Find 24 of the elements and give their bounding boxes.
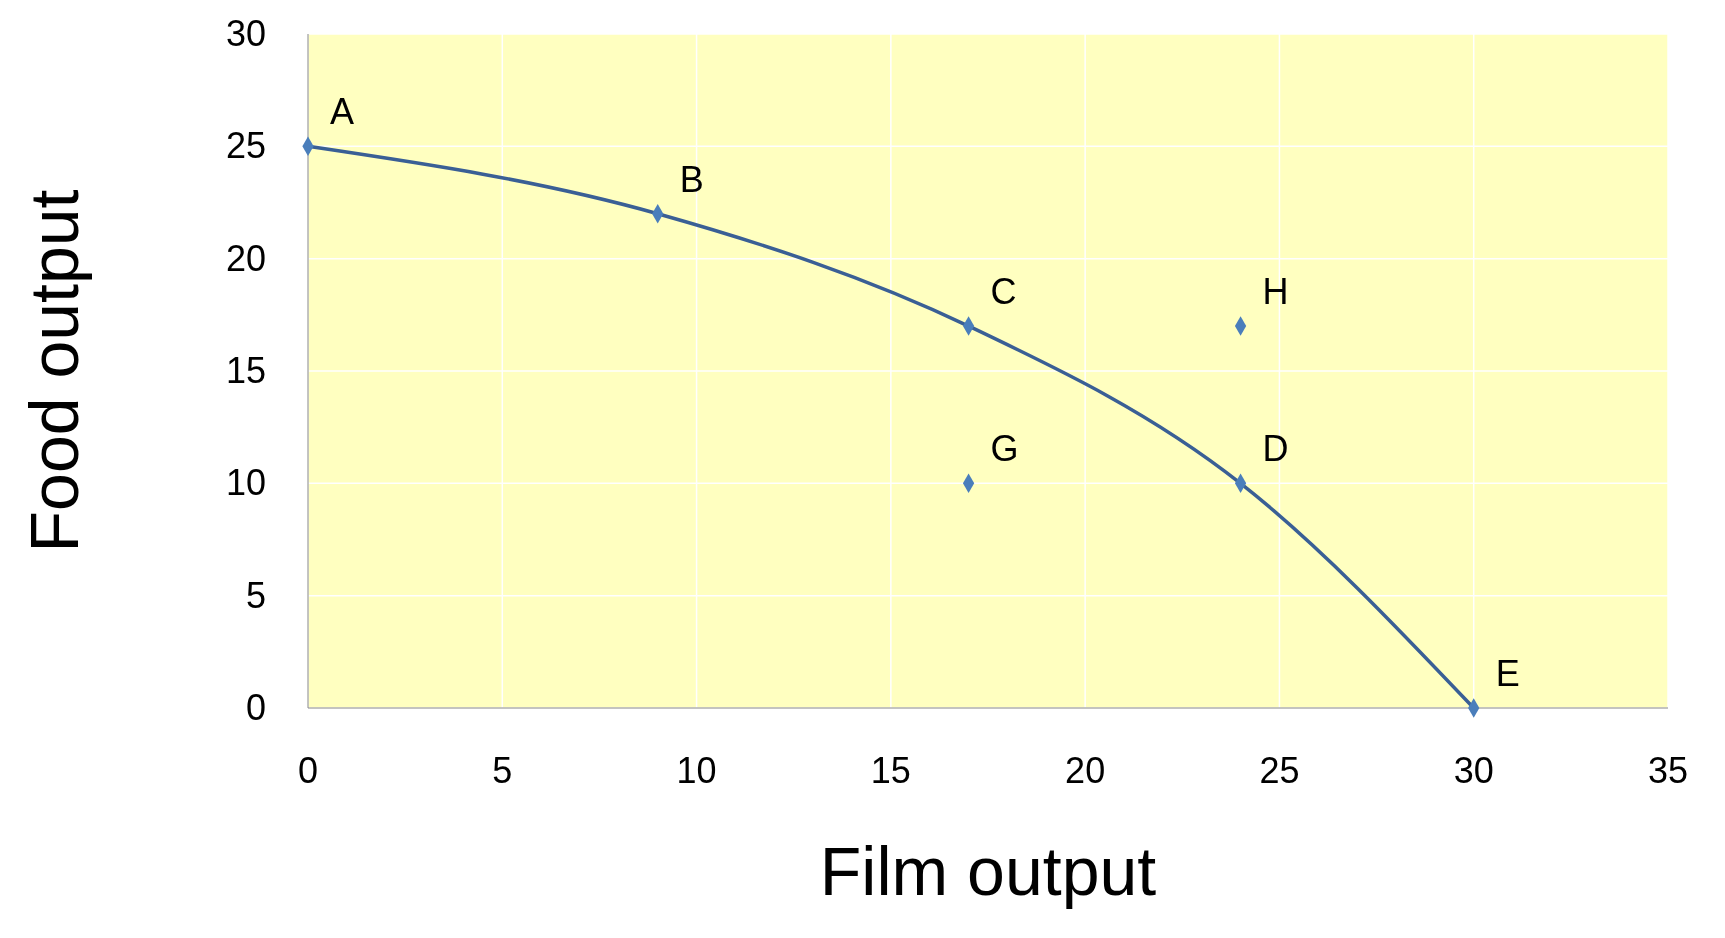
y-tick-label: 20: [225, 237, 266, 279]
x-axis-title: Film output: [819, 833, 1157, 909]
x-tick-label: 30: [1453, 750, 1494, 791]
annotation: D: [1262, 428, 1289, 470]
annotation: B: [679, 158, 704, 200]
y-tick-label: 30: [225, 13, 266, 54]
x-tick-label: 20: [1065, 750, 1106, 791]
y-tick-label: 15: [225, 350, 266, 391]
x-tick-label: 35: [1647, 750, 1689, 791]
annotation: G: [990, 428, 1019, 470]
x-tick-label: 15: [870, 750, 911, 791]
x-tick-label: 10: [676, 750, 717, 791]
y-tick-label: 10: [225, 462, 266, 504]
x-tick-label: 0: [297, 750, 319, 791]
y-axis-title: Food output: [16, 189, 92, 553]
y-tick-label: 0: [245, 687, 266, 728]
y-tick-label: 5: [245, 574, 266, 616]
annotation: H: [1262, 271, 1289, 313]
x-tick-label: 25: [1259, 750, 1300, 791]
annotation: C: [990, 271, 1017, 313]
x-tick-label: 5: [492, 750, 513, 791]
annotation: E: [1495, 653, 1520, 694]
y-tick-label: 25: [225, 125, 266, 167]
annotation: A: [330, 91, 355, 133]
